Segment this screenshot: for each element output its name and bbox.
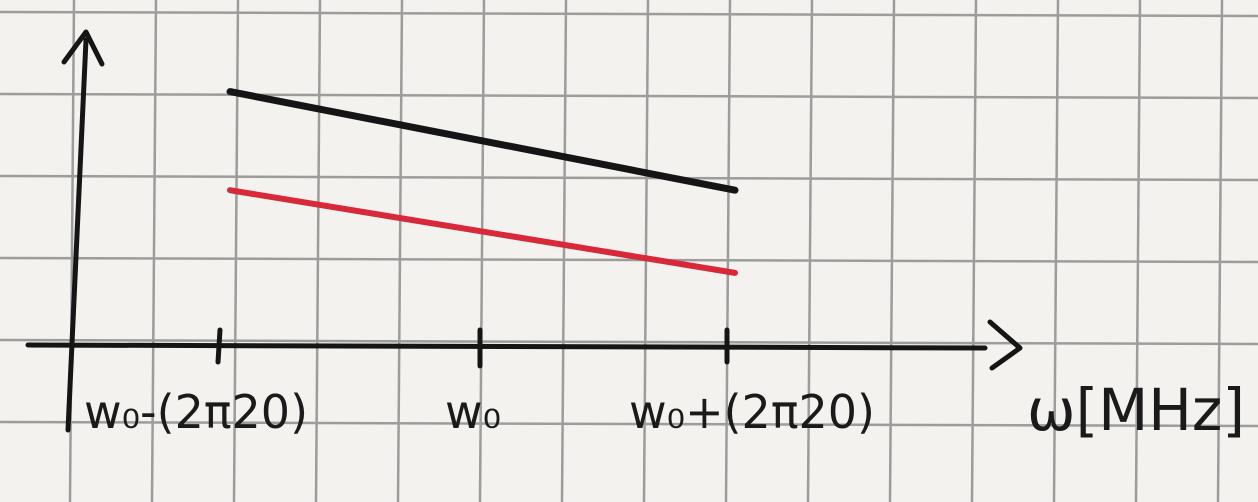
grid-line-vertical — [150, 0, 158, 502]
grid-line-horizontal — [0, 174, 1258, 182]
x-axis-arrowhead — [987, 319, 1023, 371]
grid-line-vertical — [642, 0, 650, 502]
grid-line-vertical — [888, 0, 896, 502]
red-line — [227, 187, 738, 276]
black-line — [226, 88, 739, 194]
grid-line-vertical — [1052, 0, 1060, 502]
grid-line-horizontal — [0, 420, 1258, 428]
grid-line-vertical — [724, 0, 732, 502]
x-axis-label: ω[MHz] — [1027, 376, 1245, 444]
y-axis — [65, 37, 89, 433]
tick-label-right: w₀+(2π20) — [629, 385, 875, 439]
tick-mark-left — [215, 327, 223, 365]
grid-line-vertical — [396, 0, 404, 502]
tick-label-center: w₀ — [445, 385, 501, 439]
grid-line-vertical — [806, 0, 814, 502]
tick-label-left: w₀-(2π20) — [84, 385, 308, 439]
grid-line-vertical — [478, 0, 486, 502]
grid-line-vertical — [1134, 0, 1142, 502]
grid-line-horizontal — [0, 256, 1258, 264]
grid-line-horizontal — [0, 10, 1258, 18]
grid-line-vertical — [1216, 0, 1224, 502]
grid-line-vertical — [560, 0, 568, 502]
grid-line-horizontal — [0, 92, 1258, 100]
grid-line-vertical — [232, 0, 240, 502]
y-axis-arrowhead — [61, 29, 105, 67]
x-axis — [25, 342, 988, 351]
grid-line-horizontal — [0, 338, 1258, 346]
grid-line-vertical — [970, 0, 978, 502]
grid-line-vertical — [314, 0, 322, 502]
